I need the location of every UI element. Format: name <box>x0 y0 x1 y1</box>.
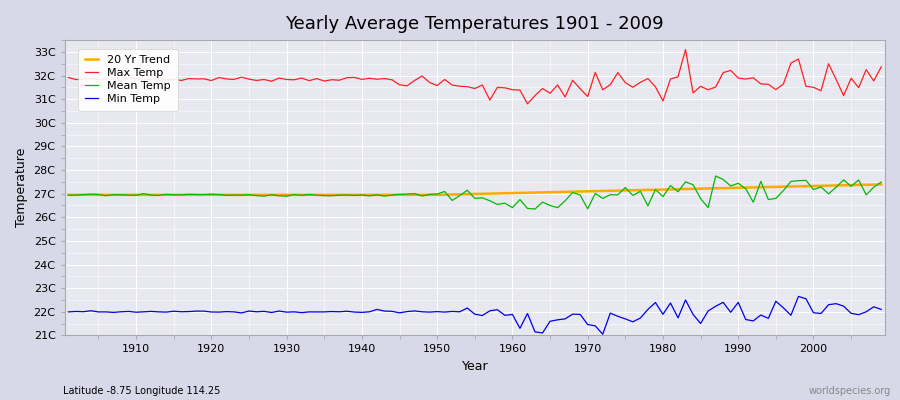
Mean Temp <box>507 205 517 210</box>
Max Temp <box>680 47 691 52</box>
Max Temp <box>289 77 300 82</box>
Max Temp <box>522 102 533 106</box>
Max Temp <box>334 78 345 83</box>
Mean Temp <box>63 193 74 198</box>
Mean Temp <box>529 207 540 212</box>
Min Temp <box>605 311 616 316</box>
Min Temp <box>334 309 345 314</box>
Text: worldspecies.org: worldspecies.org <box>809 386 891 396</box>
Min Temp <box>598 332 608 337</box>
Max Temp <box>123 76 134 80</box>
Min Temp <box>500 313 510 318</box>
20 Yr Trend <box>334 192 345 197</box>
Mean Temp <box>289 192 300 197</box>
Max Temp <box>876 64 886 69</box>
Title: Yearly Average Temperatures 1901 - 2009: Yearly Average Temperatures 1901 - 2009 <box>285 15 664 33</box>
Line: Max Temp: Max Temp <box>68 50 881 104</box>
Min Temp <box>123 309 134 314</box>
Line: Mean Temp: Mean Temp <box>68 176 881 209</box>
Min Temp <box>507 312 517 317</box>
Line: Min Temp: Min Temp <box>68 296 881 334</box>
Min Temp <box>876 307 886 312</box>
Y-axis label: Temperature: Temperature <box>15 148 28 228</box>
Max Temp <box>507 87 517 92</box>
Mean Temp <box>876 180 886 184</box>
20 Yr Trend <box>289 192 300 197</box>
Min Temp <box>63 310 74 314</box>
Mean Temp <box>710 174 721 178</box>
Mean Temp <box>334 193 345 198</box>
Max Temp <box>63 75 74 80</box>
20 Yr Trend <box>876 182 886 187</box>
Line: 20 Yr Trend: 20 Yr Trend <box>68 184 881 195</box>
20 Yr Trend <box>63 192 74 197</box>
Min Temp <box>793 294 804 299</box>
20 Yr Trend <box>123 192 134 197</box>
20 Yr Trend <box>598 188 608 193</box>
Mean Temp <box>123 193 134 198</box>
Min Temp <box>289 310 300 314</box>
20 Yr Trend <box>500 191 510 196</box>
Mean Temp <box>605 192 616 197</box>
20 Yr Trend <box>507 191 517 196</box>
Legend: 20 Yr Trend, Max Temp, Mean Temp, Min Temp: 20 Yr Trend, Max Temp, Mean Temp, Min Te… <box>78 49 177 111</box>
Max Temp <box>500 86 510 90</box>
X-axis label: Year: Year <box>462 360 488 373</box>
Text: Latitude -8.75 Longitude 114.25: Latitude -8.75 Longitude 114.25 <box>63 386 220 396</box>
Max Temp <box>605 82 616 87</box>
Mean Temp <box>500 201 510 206</box>
